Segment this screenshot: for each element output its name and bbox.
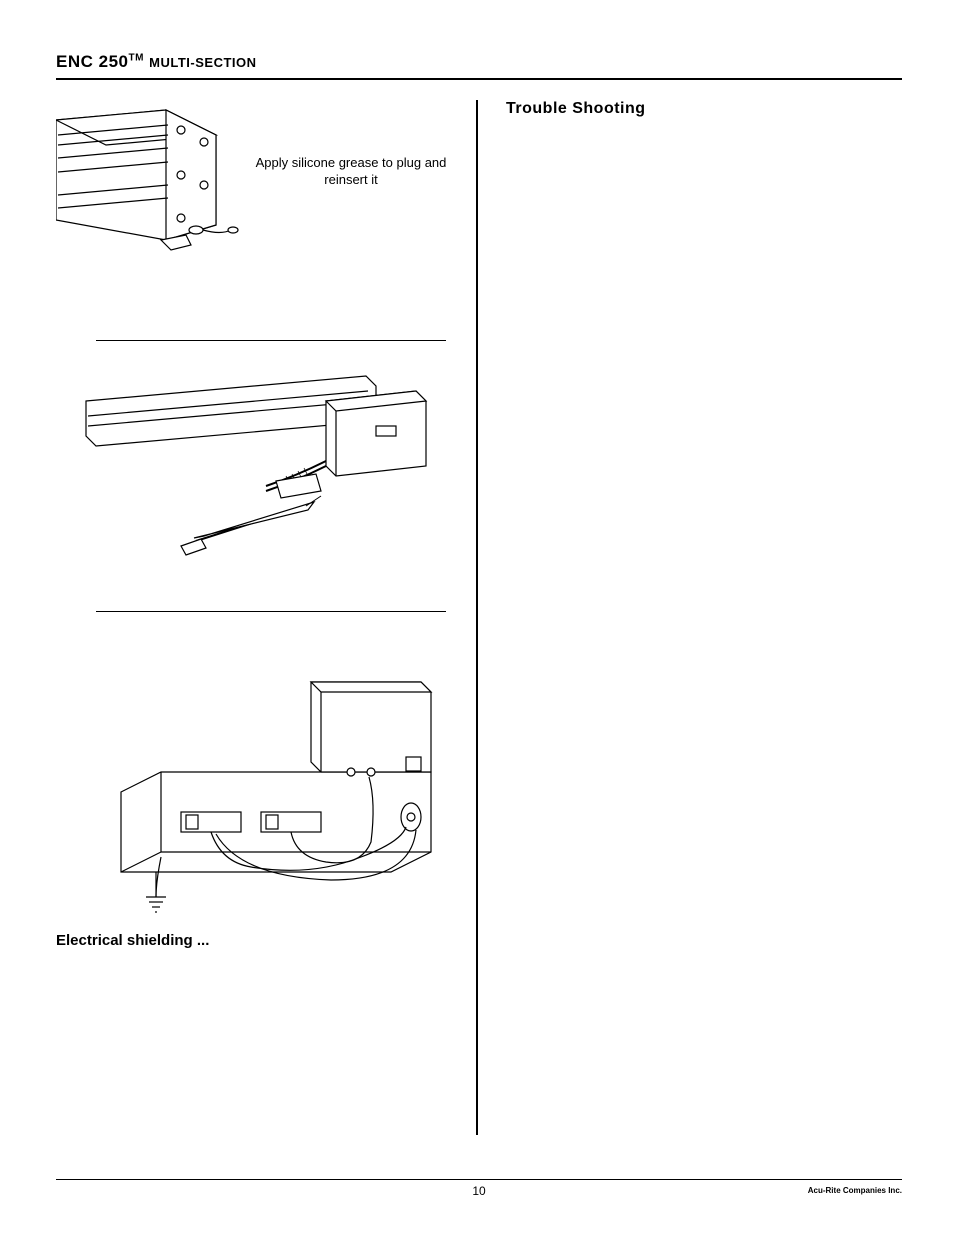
- company-name: Acu-Rite Companies Inc.: [808, 1186, 902, 1195]
- electrical-shielding-heading: Electrical shielding ...: [56, 932, 448, 949]
- manual-page: ENC 250TM MULTI-SECTION: [0, 0, 954, 1235]
- divider-rule-2: [96, 611, 446, 612]
- product-name: ENC 250: [56, 52, 128, 71]
- figure-grounding: [56, 622, 448, 922]
- grounding-diagram-illustration: [111, 662, 441, 922]
- left-column: Apply silicone grease to plug and reinse…: [56, 100, 476, 1135]
- figure-caption: Apply silicone grease to plug and reinse…: [246, 155, 456, 189]
- right-column: Trouble Shooting: [478, 100, 902, 1135]
- encoder-head-cable-illustration: [76, 366, 446, 586]
- product-subtitle: MULTI-SECTION: [149, 55, 256, 70]
- page-number: 10: [472, 1184, 485, 1198]
- troubleshooting-heading: Trouble Shooting: [506, 100, 902, 118]
- product-title: ENC 250TM MULTI-SECTION: [56, 52, 257, 71]
- two-column-layout: Apply silicone grease to plug and reinse…: [56, 100, 902, 1135]
- encoder-endcap-illustration: [56, 100, 246, 270]
- figure-reading-head: [56, 341, 448, 611]
- page-header: ENC 250TM MULTI-SECTION: [56, 52, 902, 80]
- page-footer: 10 Acu-Rite Companies Inc.: [56, 1179, 902, 1195]
- trademark: TM: [128, 52, 143, 63]
- figure-plug-grease: Apply silicone grease to plug and reinse…: [56, 100, 448, 340]
